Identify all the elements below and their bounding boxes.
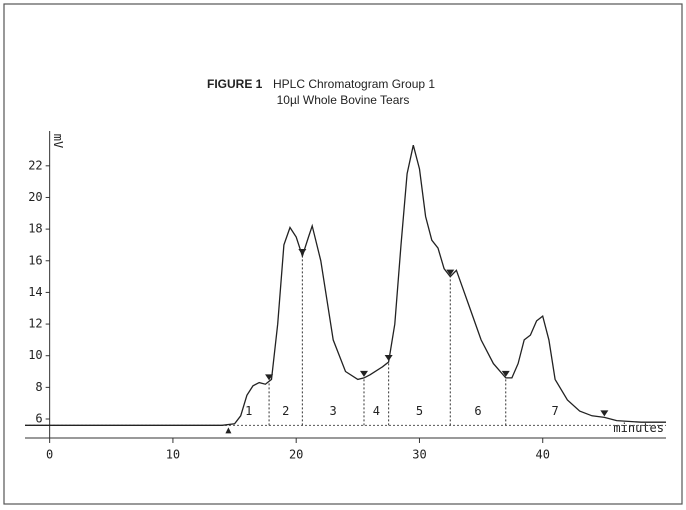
- y-tick-label: 10: [28, 348, 42, 362]
- peak-label: 5: [416, 404, 423, 418]
- x-axis-label: minutes: [613, 421, 664, 435]
- x-tick-label: 20: [289, 448, 303, 462]
- peak-label: 7: [551, 404, 558, 418]
- y-axis-label: mV: [51, 134, 65, 148]
- chart-title-bold: FIGURE 1: [207, 77, 263, 91]
- y-tick-label: 8: [35, 380, 42, 394]
- segment-marker: [265, 374, 274, 381]
- peak-label: 1: [245, 404, 252, 418]
- x-tick-label: 40: [536, 448, 550, 462]
- segment-marker: [600, 410, 609, 417]
- y-tick-label: 22: [28, 158, 42, 172]
- segment-marker: [501, 370, 510, 377]
- x-tick-label: 0: [46, 448, 53, 462]
- x-tick-label: 30: [412, 448, 426, 462]
- y-tick-label: 14: [28, 285, 42, 299]
- peak-label: 2: [282, 404, 289, 418]
- y-tick-label: 6: [35, 412, 42, 426]
- peak-label: 6: [474, 404, 481, 418]
- segment-marker: [225, 427, 232, 434]
- segment-marker: [446, 269, 455, 276]
- y-tick-label: 12: [28, 317, 42, 331]
- peak-label: 4: [373, 404, 380, 418]
- frame: [3, 3, 683, 505]
- chart-title: HPLC Chromatogram Group 1: [273, 77, 435, 91]
- y-tick-label: 18: [28, 222, 42, 236]
- x-tick-label: 10: [166, 448, 180, 462]
- signal-line: [25, 145, 666, 426]
- segment-marker: [359, 370, 368, 377]
- y-tick-label: 20: [28, 190, 42, 204]
- peak-label: 3: [330, 404, 337, 418]
- chart-subtitle: 10µl Whole Bovine Tears: [277, 93, 410, 107]
- y-tick-label: 16: [28, 253, 42, 267]
